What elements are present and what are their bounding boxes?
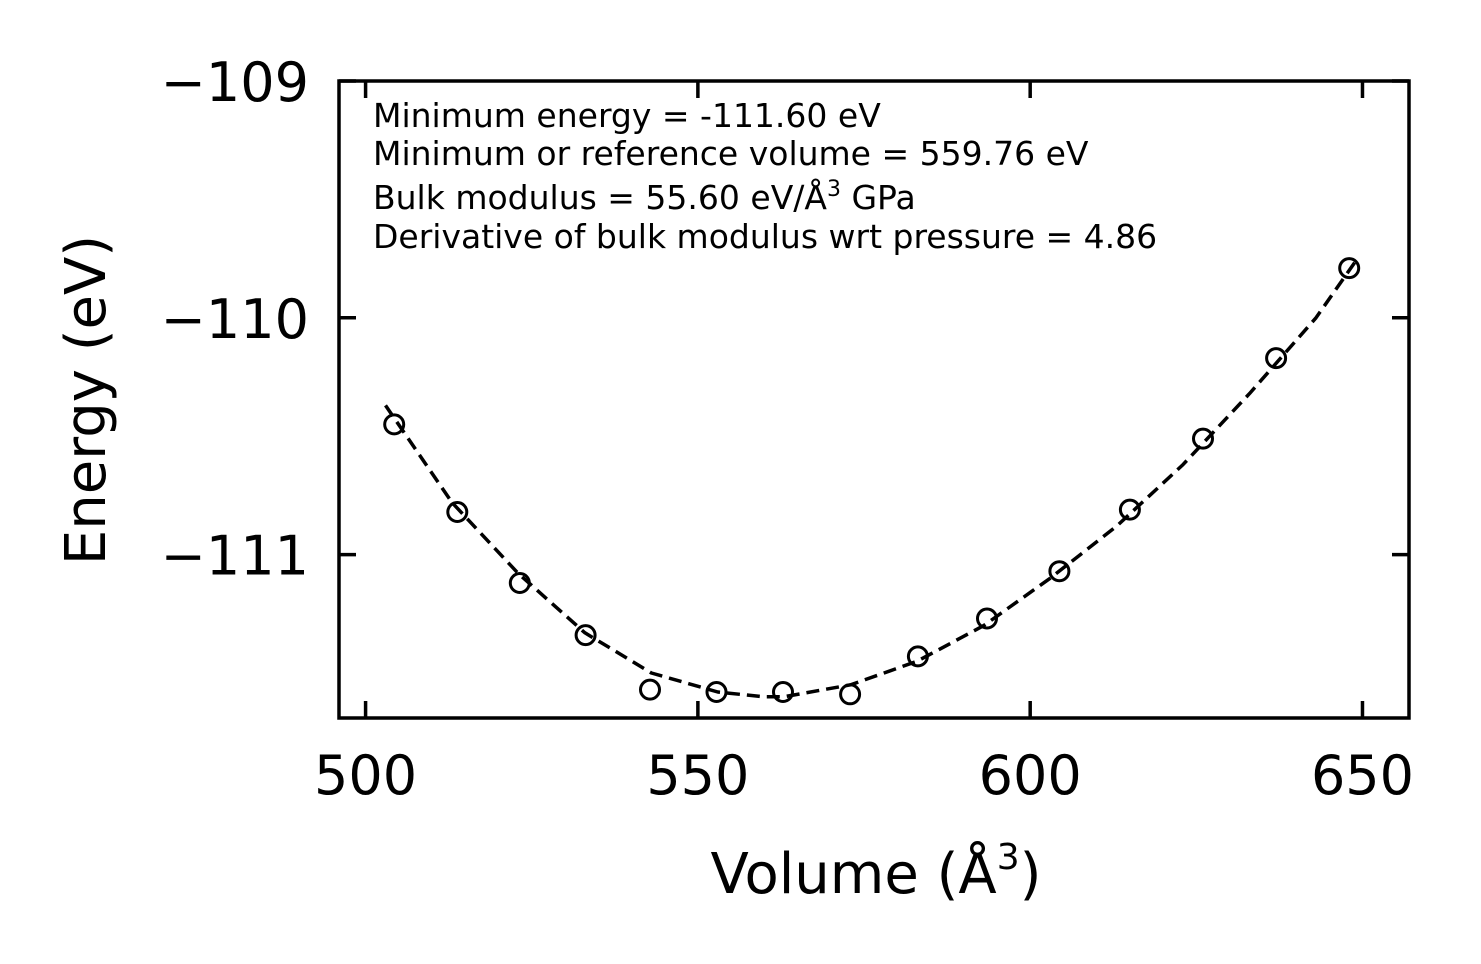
y-tick-label: −109	[161, 51, 309, 114]
x-tick-label: 600	[979, 744, 1082, 807]
data-point	[1338, 257, 1361, 280]
data-point	[772, 681, 794, 703]
plot-frame	[337, 79, 1411, 720]
data-point	[446, 501, 469, 523]
data-point	[383, 413, 406, 436]
y-tick-label: −110	[161, 288, 309, 351]
annotation-bulk-modulus-sup: 3	[827, 177, 841, 202]
data-point	[574, 624, 597, 647]
data-point	[1118, 498, 1141, 521]
data-point	[1048, 560, 1071, 583]
data-point	[839, 683, 862, 706]
y-tick-label: −111	[161, 525, 309, 588]
x-axis-label-end: )	[1020, 842, 1042, 907]
fit-curve	[384, 259, 1358, 699]
annotation-bulk-modulus: Bulk modulus = 55.60 eV/Å3 GPa	[373, 177, 916, 217]
annotation-min-energy: Minimum energy = -111.60 eV	[373, 96, 881, 135]
annotation-derivative: Derivative of bulk modulus wrt pressure …	[373, 217, 1157, 256]
annotation-box: Minimum energy = -111.60 eV Minimum or r…	[373, 96, 1157, 256]
data-point	[906, 645, 929, 668]
data-point	[639, 678, 661, 701]
data-point	[508, 572, 531, 594]
data-point	[976, 607, 998, 630]
data-point	[1192, 427, 1214, 450]
plot-area	[383, 257, 1361, 706]
data-point	[1265, 347, 1288, 370]
annotation-bulk-modulus-tail: GPa	[841, 178, 916, 217]
x-axis-label-sup: 3	[997, 837, 1020, 878]
axes-ticks: 500 550 600 650 −109 −110 −111	[161, 51, 1414, 807]
x-axis-label: Volume (Å3)	[711, 837, 1042, 907]
x-tick-label: 550	[646, 744, 749, 807]
x-tick-label: 650	[1311, 744, 1414, 807]
data-point	[705, 681, 728, 703]
x-tick-label: 500	[314, 744, 417, 807]
y-axis-label: Energy (eV)	[54, 235, 119, 565]
annotation-ref-volume: Minimum or reference volume = 559.76 eV	[373, 134, 1089, 173]
